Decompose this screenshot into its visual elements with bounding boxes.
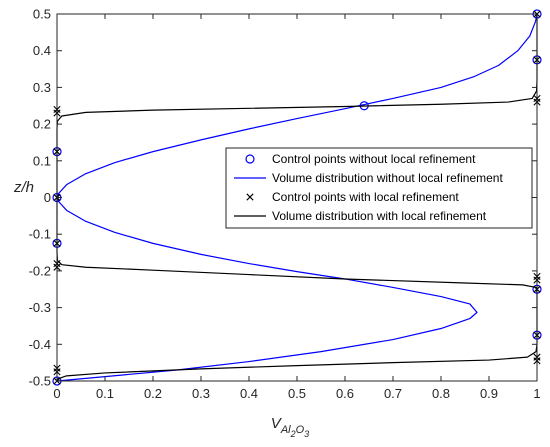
legend-label: Control points without local refinement	[272, 152, 476, 166]
legend-item: Volume distribution without local refine…	[234, 171, 503, 185]
legend-label: Volume distribution without local refine…	[272, 171, 503, 185]
x-tick-label: 0	[53, 386, 60, 401]
legend-item: Control points with local refinement	[246, 190, 459, 204]
series-1	[56, 13, 538, 382]
x-axis-label-main: V	[271, 415, 283, 432]
x-tick-label: 1	[533, 386, 540, 401]
legend-item: Volume distribution with local refinemen…	[234, 209, 487, 223]
legend: Control points without local refinement V…	[225, 147, 533, 229]
y-axis-label: z/h	[13, 179, 34, 196]
y-tick-label: -0.3	[29, 300, 51, 315]
y-tick-label: 0.5	[33, 7, 51, 22]
x-axis-label-sub4: 3	[304, 429, 309, 439]
x-axis-label-sub1: Al	[280, 424, 291, 436]
x-axis-label-sub2: 2	[290, 429, 296, 439]
series-line	[56, 13, 538, 382]
legend-box	[225, 147, 533, 229]
x-tick-label: 0.6	[336, 386, 354, 401]
x-axis-label-sub3: O	[296, 424, 305, 436]
series-line	[56, 14, 538, 382]
x-tick-label: 0.5	[288, 386, 306, 401]
x-axis-label: VAl2O3	[271, 415, 309, 439]
legend-circle-swatch	[245, 154, 255, 164]
y-tick-label: 0.3	[33, 80, 51, 95]
x-tick-label: 0.8	[432, 386, 450, 401]
y-tick-label: -0.4	[29, 337, 51, 352]
legend-cross-swatch	[246, 193, 254, 201]
legend-label: Volume distribution with local refinemen…	[272, 209, 487, 223]
y-tick-label: 0	[44, 190, 51, 205]
x-tick-label: 0.1	[96, 386, 114, 401]
y-tick-label: -0.5	[29, 374, 51, 389]
x-tick-label: 0.9	[480, 386, 498, 401]
legend-item: Control points without local refinement	[245, 152, 476, 166]
x-tick-label: 0.3	[192, 386, 210, 401]
axes-layer: 0 0.1 0.2 0.3 0.4 0.5 0.6 0.7 0.8 0.9 1 -0.5 -0.4 -0.…	[29, 7, 541, 402]
y-tick-label: 0.2	[33, 117, 51, 132]
y-tick-label: 0.4	[33, 43, 51, 58]
x-tick-label: 0.2	[144, 386, 162, 401]
x-tick-label: 0.7	[384, 386, 402, 401]
y-tick-label: 0.1	[33, 153, 51, 168]
series-3	[56, 14, 538, 382]
x-tick-label: 0.4	[240, 386, 258, 401]
y-tick-label: -0.1	[29, 227, 51, 242]
legend-label: Control points with local refinement	[272, 190, 459, 204]
y-tick-label: -0.2	[29, 263, 51, 278]
